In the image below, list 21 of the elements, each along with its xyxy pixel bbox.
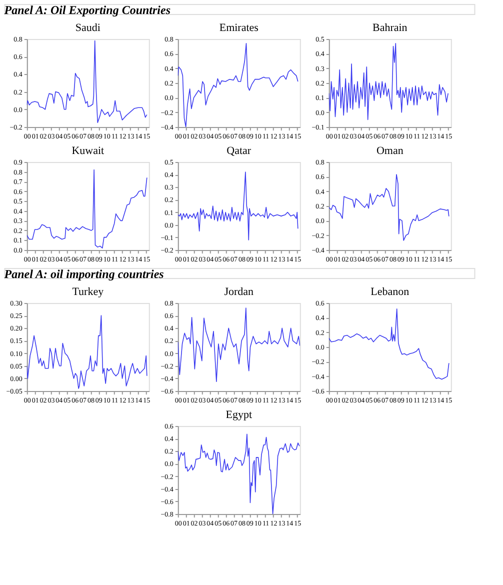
line-series bbox=[178, 308, 300, 382]
line-series bbox=[178, 172, 298, 240]
line-series bbox=[328, 308, 450, 380]
line-series bbox=[178, 43, 298, 127]
line-series bbox=[328, 174, 450, 241]
chart-title: Saudi bbox=[75, 22, 100, 34]
chart-title: Lebanon bbox=[370, 286, 410, 298]
chart-title: Qatar bbox=[226, 145, 252, 157]
chart-title: Turkey bbox=[72, 286, 104, 298]
chart-title: Bahrain bbox=[372, 22, 408, 34]
text: Panel A: Oil Exporting Countries bbox=[4, 3, 171, 17]
line-series bbox=[328, 43, 449, 120]
chart-title: Kuwait bbox=[72, 145, 104, 157]
chart-title: Oman bbox=[376, 145, 404, 157]
text: Panel A: oil importing countries bbox=[4, 267, 164, 281]
line-series bbox=[26, 40, 148, 123]
chart-title: Jordan bbox=[224, 286, 254, 298]
chart-title: Emirates bbox=[219, 22, 258, 34]
chart-title: Egypt bbox=[226, 409, 252, 421]
line-series bbox=[26, 315, 148, 389]
line-series bbox=[26, 169, 148, 248]
